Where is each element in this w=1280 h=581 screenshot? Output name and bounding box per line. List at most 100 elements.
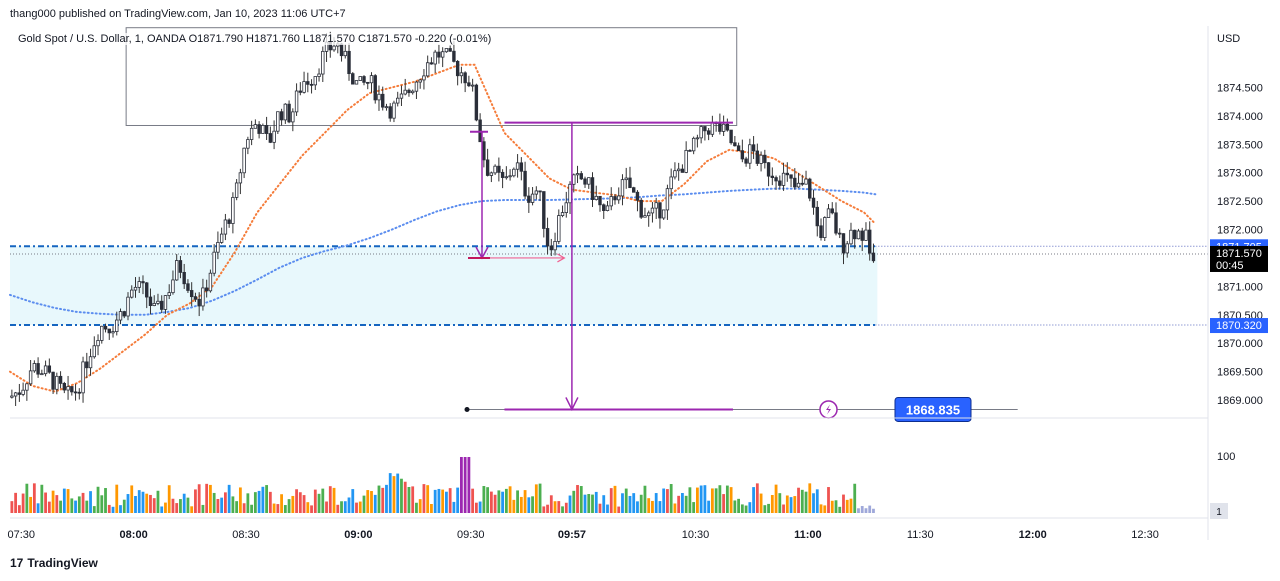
- volume-bar: [594, 491, 598, 513]
- candle-body: [13, 392, 18, 397]
- candle-body: [25, 383, 29, 391]
- candle-body: [744, 158, 748, 164]
- candle-body: [459, 72, 464, 77]
- target-anchor-dot: [464, 406, 470, 412]
- candle-body: [553, 240, 557, 251]
- candle-body: [819, 225, 823, 239]
- candle-body: [568, 183, 572, 204]
- volume-bar: [834, 500, 838, 513]
- candle-body: [283, 103, 288, 121]
- candle-body: [830, 208, 834, 214]
- candle-body: [688, 149, 692, 152]
- time-axis[interactable]: 07:30 08:00 08:30 09:00 09:30 09:57 10:30 11:00…: [7, 529, 1158, 541]
- candle-body: [294, 90, 299, 113]
- volume-bar: [276, 504, 280, 513]
- candle-body: [639, 199, 643, 218]
- volume-bar: [179, 499, 182, 513]
- zone-fill: [10, 246, 878, 326]
- footer-brand[interactable]: 17 TradingView: [10, 556, 98, 570]
- candle-body: [343, 50, 347, 57]
- volume-bar: [40, 484, 44, 513]
- candle-body: [410, 90, 415, 94]
- volume-bar: [261, 486, 265, 513]
- volume-bar: [310, 505, 313, 513]
- volume-bar: [160, 506, 164, 513]
- candle-body: [497, 165, 501, 173]
- candle-body: [171, 279, 175, 294]
- candle-body: [793, 177, 797, 188]
- candle-body: [710, 122, 715, 135]
- volume-bar: [268, 491, 272, 513]
- volume-bar: [441, 489, 445, 513]
- volume-bar: [448, 488, 452, 513]
- candle-body: [429, 62, 434, 65]
- candle-body: [785, 172, 790, 176]
- volume-bar: [426, 485, 430, 513]
- candle-body: [111, 331, 115, 334]
- candle-body: [204, 287, 209, 292]
- volume-bar: [714, 488, 718, 513]
- volume-bar: [445, 491, 448, 513]
- volume-bar: [493, 494, 497, 513]
- volume-bar: [463, 457, 467, 513]
- volume-bar: [242, 503, 246, 513]
- volume-bar: [857, 508, 860, 513]
- candle-body: [122, 311, 126, 317]
- candle-body: [268, 133, 273, 143]
- candle-body: [658, 202, 662, 219]
- volume-bar: [804, 491, 808, 513]
- candle-body: [317, 73, 321, 77]
- candle-body: [834, 212, 838, 234]
- volume-bar: [516, 490, 519, 513]
- volume-bar: [497, 490, 501, 513]
- candle-body: [841, 233, 846, 254]
- candle-body: [182, 271, 186, 285]
- price-tick-label: 1874.000: [1217, 111, 1263, 123]
- candle-body: [590, 177, 595, 200]
- candle-body: [208, 272, 213, 292]
- target-label-text: 1868.835: [906, 402, 960, 417]
- candle-body: [575, 173, 580, 176]
- volume-badge-text: 1: [1216, 507, 1222, 518]
- volume-bar: [366, 490, 370, 513]
- candle-body: [864, 229, 868, 241]
- candle-body: [242, 147, 246, 174]
- volume-bar: [534, 484, 538, 513]
- volume-bar: [111, 506, 115, 513]
- price-tick-label: 1873.500: [1217, 139, 1263, 151]
- volume-bar: [36, 503, 40, 513]
- price-axis[interactable]: 1874.500 1874.000 1873.500 1873.000 1872.500…: [10, 26, 1263, 540]
- candle-body: [774, 177, 778, 182]
- candle-body: [227, 219, 231, 224]
- candle-body: [264, 125, 269, 134]
- volume-bar: [703, 485, 707, 513]
- candle-body: [796, 182, 801, 188]
- volume-bar: [223, 492, 227, 513]
- candle-body: [549, 245, 554, 251]
- candle-body: [298, 90, 303, 93]
- ema-slow-line: [9, 187, 877, 316]
- volume-bar: [789, 497, 793, 513]
- candle-body: [609, 196, 613, 207]
- volume-bar: [291, 495, 295, 513]
- candle-body: [624, 177, 628, 181]
- volume-bar: [467, 457, 471, 513]
- volume-bar: [272, 503, 276, 513]
- volume-bar: [21, 493, 25, 513]
- candle-body: [691, 137, 696, 152]
- candle-body: [646, 212, 651, 217]
- volume-bar: [474, 502, 478, 513]
- candle-body: [373, 75, 377, 101]
- volume-bar: [62, 488, 66, 513]
- candle-body: [366, 81, 370, 84]
- candle-body: [613, 196, 617, 201]
- support-zone: [10, 245, 1208, 327]
- time-tick-label: 09:00: [344, 529, 372, 541]
- volume-bar: [838, 506, 842, 513]
- target-label-box: [894, 396, 972, 422]
- candle-body: [369, 75, 374, 84]
- volume-bar: [186, 497, 190, 513]
- candle-body: [770, 175, 775, 178]
